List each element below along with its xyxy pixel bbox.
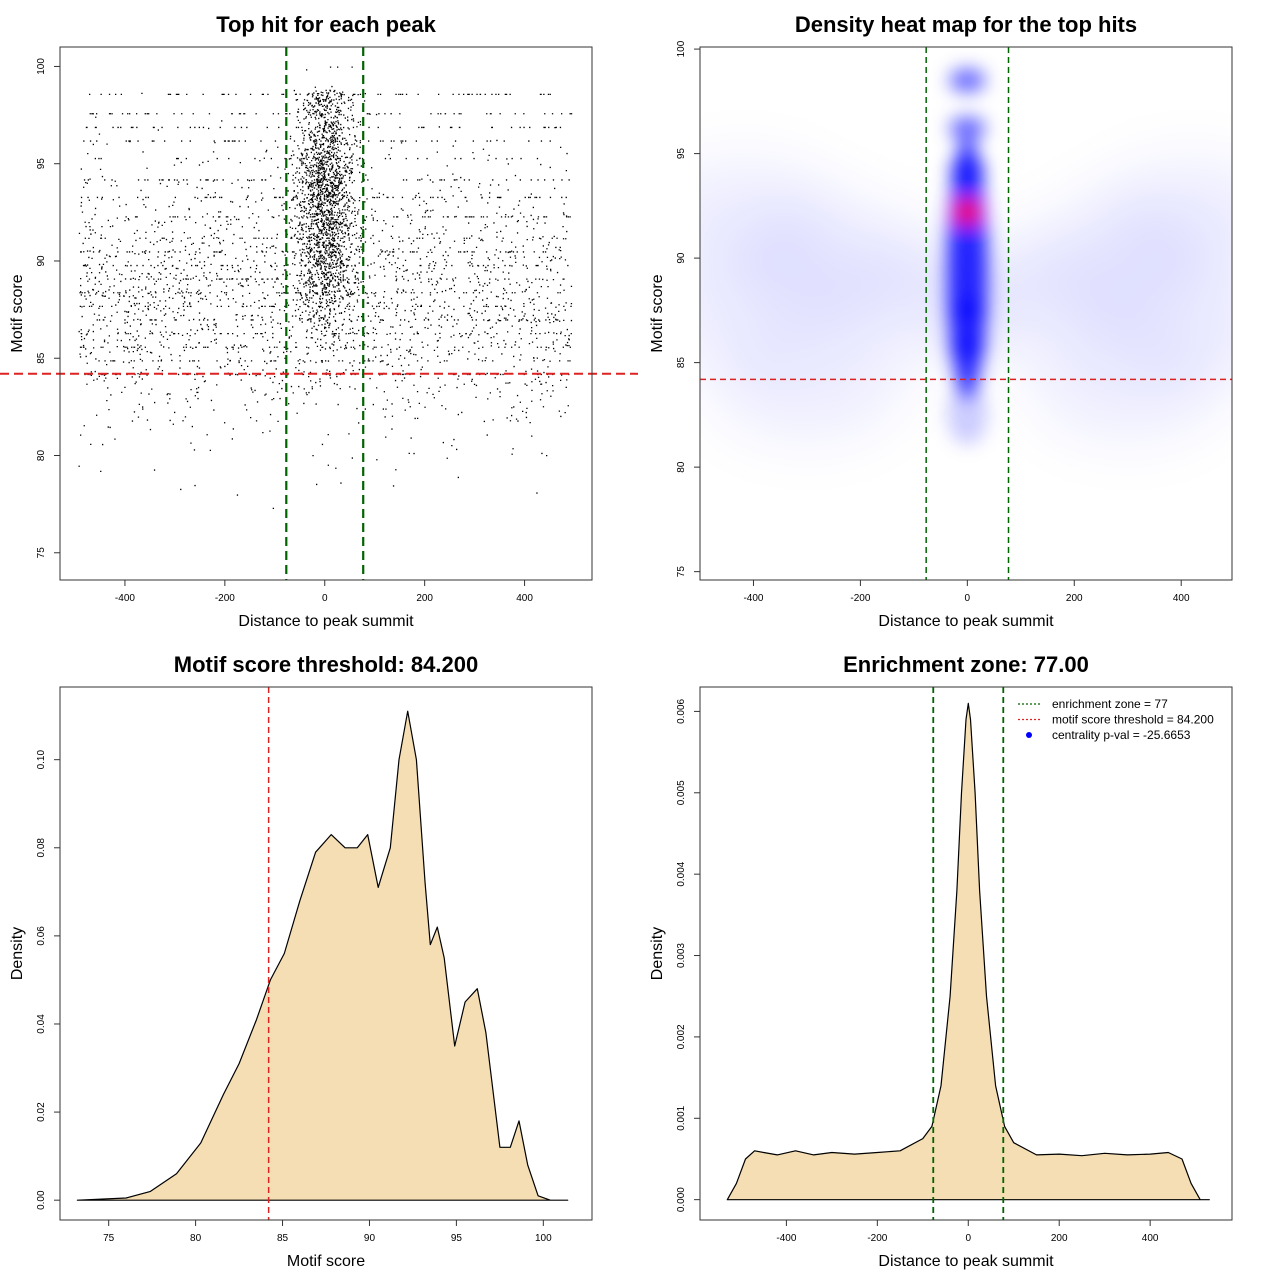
x-tick-label: 85	[277, 1233, 289, 1244]
legend: enrichment zone = 77 motif score threshol…	[1018, 697, 1214, 742]
x-tick-label: 400	[1142, 1233, 1159, 1244]
distance-density-panel: enrichment zone = 77 motif score threshol…	[649, 652, 1233, 1270]
y-tick-label: 0.04	[36, 1014, 47, 1034]
y-tick-label: 80	[676, 461, 687, 473]
heatmap-cell	[947, 138, 988, 399]
plot-frame	[699, 686, 1233, 1221]
heatmap-cell	[949, 158, 986, 183]
x-tick-label: 80	[190, 1233, 202, 1244]
y-tick-label: 0.10	[36, 750, 47, 770]
y-tick-label: 95	[36, 158, 47, 170]
y-tick-label: 0.000	[676, 1187, 687, 1212]
plot-frame	[59, 46, 593, 581]
y-tick-label: 0.006	[676, 698, 687, 723]
x-tick-label: 400	[516, 593, 533, 604]
score-density-panel: Motif score threshold: 84.200 75 80 85 90 95 1…	[9, 652, 593, 1270]
y-tick-label: 0.06	[36, 926, 47, 946]
x-tick-label: 0	[322, 593, 328, 604]
chart-title: Density heat map for the top hits	[795, 12, 1137, 37]
x-tick-label: -200	[867, 1233, 887, 1244]
y-tick-label: 85	[676, 357, 687, 369]
y-tick-label: 80	[36, 450, 47, 462]
chart-title: Motif score threshold: 84.200	[174, 652, 478, 677]
heatmap-cell	[711, 328, 902, 439]
plot-frame	[699, 46, 1233, 581]
legend-label: centrality p-val = -25.6653	[1052, 728, 1191, 742]
density-area	[76, 710, 569, 1201]
x-tick-label: -400	[743, 593, 763, 604]
x-tick-label: -200	[215, 593, 235, 604]
x-tick-label: 0	[965, 593, 971, 604]
x-axis-label: Distance to peak summit	[238, 613, 414, 630]
chart-title: Enrichment zone: 77.00	[843, 652, 1089, 677]
heatmap-cell	[949, 116, 986, 141]
plot-frame	[59, 686, 593, 1221]
y-tick-label: 85	[36, 352, 47, 364]
x-tick-label: 0	[965, 1233, 971, 1244]
x-tick-label: -400	[776, 1233, 796, 1244]
legend-label: motif score threshold = 84.200	[1052, 713, 1214, 727]
heatmap-core-layer	[947, 68, 988, 445]
x-tick-label: 400	[1173, 593, 1190, 604]
heatmap-density	[700, 68, 1232, 445]
y-tick-label: 0.005	[676, 780, 687, 805]
x-axis-label: Distance to peak summit	[878, 613, 1054, 630]
heatmap-cell	[947, 384, 988, 445]
x-tick-label: 90	[364, 1233, 376, 1244]
y-tick-label: 0.001	[676, 1105, 687, 1130]
y-tick-label: 100	[676, 40, 687, 57]
x-tick-label: 100	[535, 1233, 552, 1244]
scatter-points	[78, 66, 573, 509]
heatmap-background-layer	[700, 161, 1232, 439]
y-tick-label: 0.02	[36, 1102, 47, 1122]
density-area	[726, 702, 1210, 1201]
heatmap-cell	[1032, 328, 1223, 439]
x-tick-label: 200	[1051, 1233, 1068, 1244]
legend-label: enrichment zone = 77	[1052, 697, 1168, 711]
y-tick-label: 0.08	[36, 838, 47, 858]
y-axis-label: Density	[649, 927, 666, 980]
y-tick-label: 0.00	[36, 1190, 47, 1210]
scatter-panel: Top hit for each peak -400 -200 0 200 400 75 80…	[0, 12, 638, 630]
y-axis-label: Motif score	[9, 274, 26, 352]
heatmap-cell	[949, 68, 986, 93]
legend-swatch-dot	[1026, 732, 1032, 738]
y-axis-label: Motif score	[649, 274, 666, 352]
y-axis-label: Density	[9, 927, 26, 980]
chart-title: Top hit for each peak	[216, 12, 436, 37]
y-tick-label: 90	[676, 252, 687, 264]
x-tick-label: -200	[850, 593, 870, 604]
y-tick-label: 75	[676, 566, 687, 578]
x-tick-label: 75	[103, 1233, 115, 1244]
x-tick-label: 200	[416, 593, 433, 604]
y-tick-label: 100	[36, 58, 47, 75]
x-tick-label: 95	[451, 1233, 463, 1244]
y-tick-label: 90	[36, 255, 47, 267]
x-axis-label: Distance to peak summit	[878, 1253, 1054, 1270]
y-tick-label: 0.004	[676, 861, 687, 886]
heatmap-cell	[1096, 161, 1232, 272]
heatmap-panel: Density heat map for the top hits -400 -20…	[649, 12, 1233, 630]
scatter-point	[78, 66, 573, 509]
x-axis-label: Motif score	[287, 1253, 365, 1270]
heatmap-cell	[949, 333, 986, 358]
y-tick-label: 95	[676, 148, 687, 160]
y-tick-label: 75	[36, 547, 47, 559]
y-tick-label: 0.003	[676, 943, 687, 968]
heatmap-hotspot	[955, 200, 980, 225]
x-tick-label: -400	[115, 593, 135, 604]
x-tick-label: 200	[1066, 593, 1083, 604]
y-tick-label: 0.002	[676, 1024, 687, 1049]
heatmap-cell	[949, 298, 986, 323]
